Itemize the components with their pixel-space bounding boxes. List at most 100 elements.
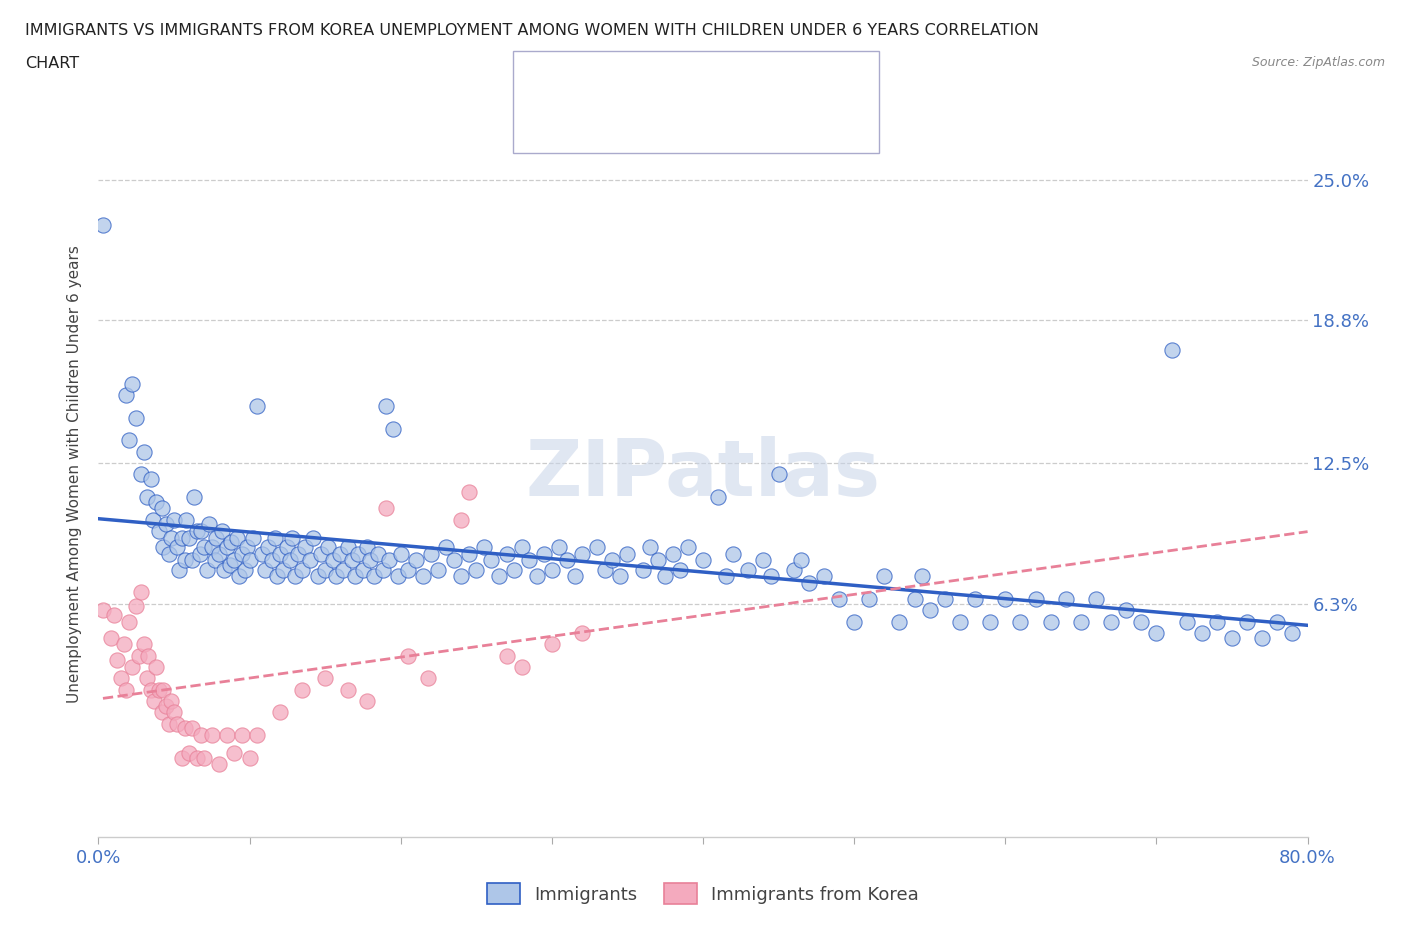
Point — [269, 546, 291, 561]
Point — [145, 494, 167, 509]
Point — [211, 524, 233, 538]
Point — [316, 539, 339, 554]
Point — [374, 399, 396, 414]
Point — [219, 557, 242, 572]
Point — [602, 553, 624, 568]
Point — [405, 553, 427, 568]
Text: IMMIGRANTS VS IMMIGRANTS FROM KOREA UNEMPLOYMENT AMONG WOMEN WITH CHILDREN UNDER: IMMIGRANTS VS IMMIGRANTS FROM KOREA UNEM… — [25, 23, 1039, 38]
Point — [167, 562, 190, 577]
Point — [160, 530, 183, 545]
Point — [231, 727, 253, 742]
Point — [174, 512, 197, 527]
Point — [114, 388, 136, 403]
Point — [609, 569, 631, 584]
Point — [103, 607, 125, 622]
Point — [450, 569, 472, 584]
Point — [181, 721, 204, 736]
Point — [150, 501, 173, 516]
Point — [873, 569, 896, 584]
Point — [918, 603, 941, 618]
Point — [132, 445, 155, 459]
Point — [250, 546, 273, 561]
Point — [367, 546, 389, 561]
Point — [148, 683, 170, 698]
Point — [356, 694, 378, 709]
Point — [145, 659, 167, 674]
Point — [949, 614, 972, 629]
Point — [118, 432, 141, 447]
Point — [121, 376, 143, 391]
Point — [239, 751, 262, 765]
Point — [1175, 614, 1198, 629]
Point — [143, 694, 166, 709]
Point — [325, 569, 347, 584]
Point — [242, 530, 264, 545]
Point — [844, 614, 866, 629]
Point — [533, 546, 555, 561]
Point — [631, 562, 654, 577]
Point — [128, 648, 150, 663]
Point — [1251, 631, 1274, 645]
Point — [564, 569, 586, 584]
Point — [179, 746, 201, 761]
Point — [281, 530, 304, 545]
Y-axis label: Unemployment Among Women with Children Under 6 years: Unemployment Among Women with Children U… — [67, 246, 83, 703]
Point — [1070, 614, 1092, 629]
Point — [360, 553, 382, 568]
Point — [797, 576, 820, 591]
Point — [163, 512, 186, 527]
Point — [356, 539, 378, 554]
Point — [965, 591, 987, 606]
Point — [1267, 614, 1289, 629]
Point — [768, 467, 790, 482]
Point — [889, 614, 911, 629]
Point — [201, 727, 224, 742]
Point — [457, 485, 479, 500]
Point — [183, 489, 205, 504]
Point — [510, 539, 533, 554]
Point — [457, 546, 479, 561]
Point — [163, 705, 186, 720]
Point — [434, 539, 457, 554]
Legend: Immigrants, Immigrants from Korea: Immigrants, Immigrants from Korea — [479, 876, 927, 911]
Point — [221, 535, 243, 550]
Point — [723, 546, 745, 561]
Point — [152, 683, 174, 698]
Point — [302, 530, 325, 545]
Text: Source: ZipAtlas.com: Source: ZipAtlas.com — [1251, 56, 1385, 69]
Point — [228, 569, 250, 584]
Point — [342, 553, 364, 568]
Point — [150, 705, 173, 720]
Point — [112, 637, 135, 652]
Point — [246, 727, 269, 742]
Point — [420, 546, 443, 561]
Point — [1054, 591, 1077, 606]
Point — [1115, 603, 1137, 618]
Point — [495, 546, 517, 561]
Point — [125, 598, 148, 613]
Point — [91, 603, 114, 618]
Point — [235, 539, 257, 554]
Point — [142, 512, 165, 527]
Point — [669, 562, 692, 577]
Point — [307, 569, 329, 584]
Point — [443, 553, 465, 568]
Point — [224, 746, 246, 761]
Point — [284, 569, 307, 584]
Point — [352, 562, 374, 577]
Point — [1281, 626, 1303, 641]
Point — [141, 472, 163, 486]
Point — [186, 524, 208, 538]
Point — [1236, 614, 1258, 629]
Point — [173, 553, 195, 568]
Point — [638, 539, 661, 554]
Point — [291, 562, 314, 577]
Text: R = -0.407   N = 141: R = -0.407 N = 141 — [576, 72, 794, 90]
Point — [363, 569, 385, 584]
Point — [548, 539, 571, 554]
Point — [160, 694, 183, 709]
Point — [291, 683, 314, 698]
Point — [1220, 631, 1243, 645]
Point — [1206, 614, 1229, 629]
Point — [125, 410, 148, 425]
